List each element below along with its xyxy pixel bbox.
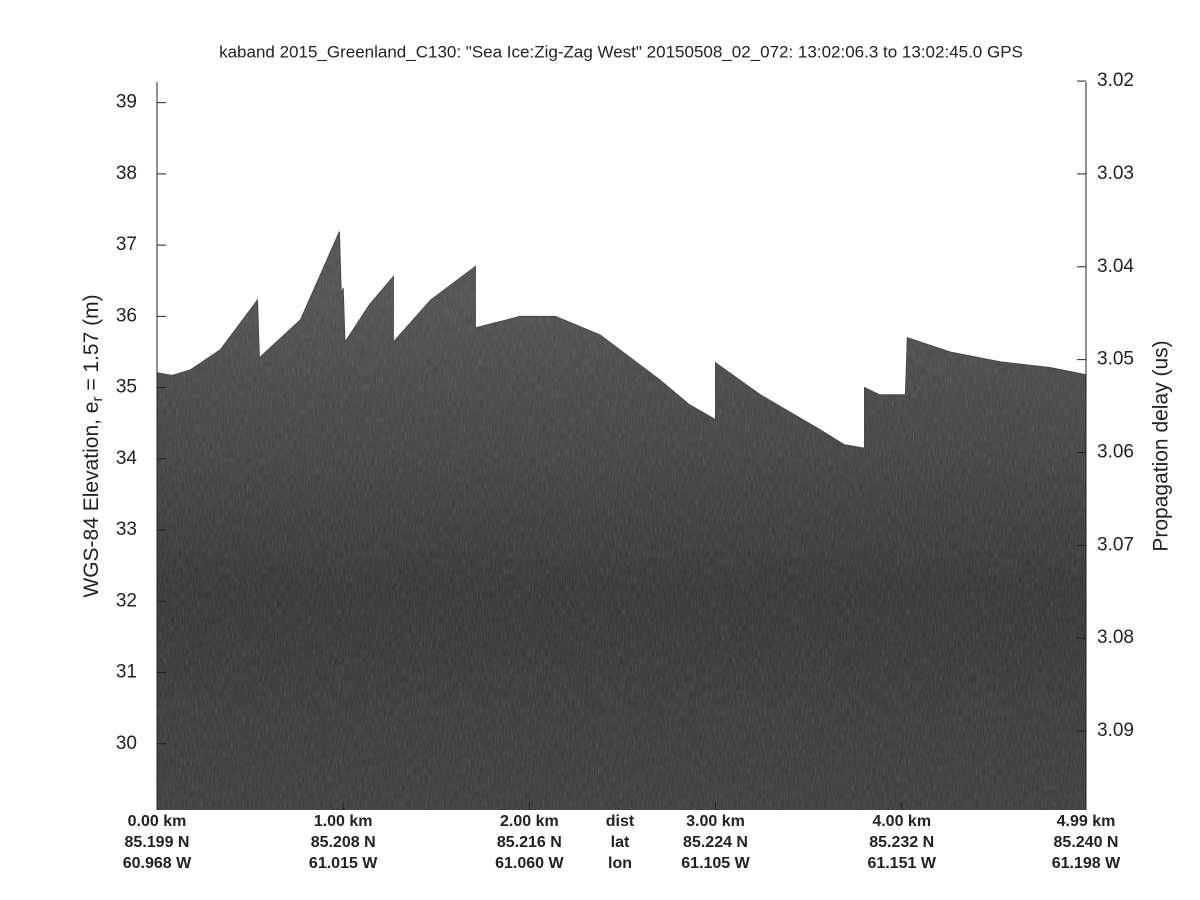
y-tick-label: 35 (116, 377, 137, 398)
lon-label: 61.105 W (681, 855, 750, 872)
chart-title: kaband 2015_Greenland_C130: "Sea Ice:Zig… (219, 42, 1023, 61)
lat-label: 85.240 N (1054, 834, 1119, 851)
y-tick-label: 34 (116, 448, 138, 469)
y-tick-label: 39 (116, 92, 137, 113)
y-label-subscript: r (89, 397, 106, 402)
y-axis-label: WGS-84 Elevation, er = 1.57 (m) (80, 294, 106, 597)
y-tick-label: 30 (116, 733, 137, 754)
y-tick-label: 38 (116, 163, 137, 184)
y2-tick-label: 3.02 (1097, 70, 1134, 91)
lon-label: 61.151 W (867, 855, 936, 872)
plot-area (156, 231, 1087, 811)
x-tick-label: 2.00 km (500, 813, 559, 830)
y-tick-label: 32 (116, 590, 137, 611)
y-tick-label: 37 (116, 234, 137, 255)
lat-label: 85.208 N (311, 834, 376, 851)
x-tick-label: 4.99 km (1057, 813, 1116, 830)
echogram-noise (157, 231, 1086, 810)
lat-label: 85.224 N (683, 834, 748, 851)
lon-label: 60.968 W (123, 855, 192, 872)
x-tick-label: 3.00 km (686, 813, 745, 830)
y2-tick-label: 3.06 (1097, 442, 1134, 463)
y-label-part: = 1.57 (m) (80, 294, 103, 396)
y-tick-label: 31 (116, 662, 137, 683)
y2-tick-label: 3.07 (1097, 534, 1134, 555)
y-tick-label: 36 (116, 305, 137, 326)
y2-tick-label: 3.08 (1097, 627, 1134, 648)
x-tick-label: 4.00 km (872, 813, 931, 830)
lat-label: 85.216 N (497, 834, 562, 851)
lon-label: 61.060 W (495, 855, 564, 872)
y-tick-label: 33 (116, 519, 137, 540)
row-label: lat (611, 834, 630, 851)
lat-label: 85.232 N (869, 834, 934, 851)
row-label: lon (608, 855, 632, 872)
lon-label: 61.015 W (309, 855, 378, 872)
surface-line (156, 231, 1087, 449)
lon-label: 61.198 W (1052, 855, 1121, 872)
row-label: dist (606, 813, 635, 830)
lat-label: 85.199 N (125, 834, 190, 851)
x-tick-label: 0.00 km (128, 813, 187, 830)
x-tick-label: 1.00 km (314, 813, 373, 830)
y-label-part: WGS-84 Elevation, e (80, 402, 103, 598)
y2-tick-label: 3.09 (1097, 720, 1134, 741)
y2-tick-label: 3.03 (1097, 163, 1134, 184)
y2-tick-label: 3.05 (1097, 349, 1134, 370)
y2-axis-label: Propagation delay (us) (1150, 340, 1173, 551)
y2-tick-label: 3.04 (1097, 256, 1134, 277)
